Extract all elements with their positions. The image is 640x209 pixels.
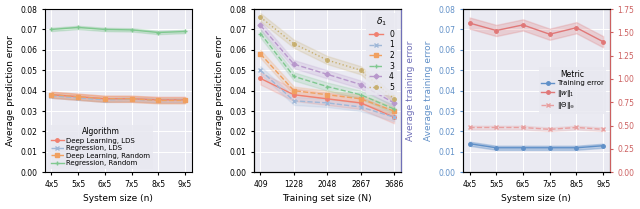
Deep Learning, Random xyxy=(47,93,55,96)
$\|\Theta\|_\infty$ xyxy=(599,128,607,131)
4 xyxy=(257,24,264,27)
Training error xyxy=(546,147,554,149)
Regression, LDS xyxy=(47,94,55,97)
Line: Regression, Random: Regression, Random xyxy=(49,25,188,35)
$\|\Theta\|_\infty$ xyxy=(546,128,554,131)
Legend: Deep Learning, LDS, Regression, LDS, Deep Learning, Random, Regression, Random: Deep Learning, LDS, Regression, LDS, Dee… xyxy=(48,125,153,169)
$\|w\|_1$ xyxy=(599,40,607,43)
$\|w\|_1$ xyxy=(466,22,474,24)
Deep Learning, LDS xyxy=(181,99,189,101)
Deep Learning, LDS xyxy=(101,98,109,100)
1 xyxy=(390,116,398,119)
1 xyxy=(357,106,365,108)
X-axis label: System size (n): System size (n) xyxy=(83,194,153,203)
4 xyxy=(357,83,365,86)
4 xyxy=(290,63,298,65)
Regression, Random xyxy=(181,30,189,33)
Regression, Random xyxy=(74,26,82,29)
$\|w\|_1$ xyxy=(573,27,580,29)
Deep Learning, Random xyxy=(101,98,109,100)
3 xyxy=(390,108,398,110)
$\|\Theta\|_\infty$ xyxy=(519,126,527,129)
Training error xyxy=(599,144,607,147)
$\|\Theta\|_\infty$ xyxy=(466,126,474,129)
$\|w\|_1$ xyxy=(519,24,527,26)
Y-axis label: Average training error: Average training error xyxy=(406,41,415,141)
0 xyxy=(390,116,398,119)
X-axis label: Training set size (N): Training set size (N) xyxy=(282,194,372,203)
2 xyxy=(390,110,398,112)
$\|w\|_1$ xyxy=(546,33,554,36)
Line: Deep Learning, Random: Deep Learning, Random xyxy=(50,93,187,102)
2 xyxy=(323,93,331,96)
Regression, Random xyxy=(154,31,162,34)
1 xyxy=(257,69,264,71)
3 xyxy=(323,85,331,88)
Line: 2: 2 xyxy=(259,52,396,113)
$\|\Theta\|_\infty$ xyxy=(492,126,500,129)
3 xyxy=(290,75,298,78)
Regression, Random xyxy=(101,28,109,31)
Line: Deep Learning, LDS: Deep Learning, LDS xyxy=(50,93,187,102)
5 xyxy=(357,69,365,71)
5 xyxy=(257,16,264,18)
Deep Learning, LDS xyxy=(74,96,82,98)
Legend: Training error, $\|w\|_1$, $\|\Theta\|_\infty$: Training error, $\|w\|_1$, $\|\Theta\|_\… xyxy=(539,67,606,114)
Training error xyxy=(519,147,527,149)
X-axis label: System size (n): System size (n) xyxy=(501,194,572,203)
Deep Learning, Random xyxy=(181,99,189,102)
0 xyxy=(257,77,264,80)
Regression, LDS xyxy=(181,99,189,102)
Deep Learning, LDS xyxy=(128,98,136,100)
Y-axis label: Average training error: Average training error xyxy=(424,41,433,141)
Line: Regression, LDS: Regression, LDS xyxy=(49,94,187,103)
1 xyxy=(290,100,298,102)
Line: 4: 4 xyxy=(259,24,396,105)
Regression, LDS xyxy=(128,98,136,101)
0 xyxy=(357,102,365,104)
4 xyxy=(390,102,398,104)
Line: $\|\Theta\|_\infty$: $\|\Theta\|_\infty$ xyxy=(467,125,605,131)
Y-axis label: Average prediction error: Average prediction error xyxy=(6,35,15,146)
Line: 0: 0 xyxy=(259,77,396,119)
0 xyxy=(323,98,331,100)
Line: $\|w\|_1$: $\|w\|_1$ xyxy=(468,21,605,43)
Regression, LDS xyxy=(101,99,109,101)
4 xyxy=(323,73,331,76)
Deep Learning, LDS xyxy=(47,93,55,96)
0 xyxy=(290,93,298,96)
Line: 1: 1 xyxy=(259,69,396,119)
$\|w\|_1$ xyxy=(492,29,500,32)
Deep Learning, LDS xyxy=(154,99,162,101)
Line: 3: 3 xyxy=(258,31,397,111)
5 xyxy=(290,42,298,45)
2 xyxy=(290,89,298,92)
Regression, LDS xyxy=(74,97,82,99)
3 xyxy=(357,93,365,96)
Training error xyxy=(573,147,580,149)
2 xyxy=(357,98,365,100)
$\|\Theta\|_\infty$ xyxy=(573,126,580,129)
Deep Learning, Random xyxy=(154,99,162,102)
Training error xyxy=(492,147,500,149)
Deep Learning, Random xyxy=(128,98,136,100)
Deep Learning, Random xyxy=(74,96,82,98)
1 xyxy=(323,102,331,104)
5 xyxy=(323,59,331,61)
2 xyxy=(257,53,264,55)
3 xyxy=(257,32,264,35)
Training error xyxy=(466,143,474,145)
Line: Training error: Training error xyxy=(468,142,605,149)
Y-axis label: Average prediction error: Average prediction error xyxy=(214,35,223,146)
Legend: 0, 1, 2, 3, 4, 5: 0, 1, 2, 3, 4, 5 xyxy=(366,13,397,95)
Regression, Random xyxy=(47,28,55,31)
Regression, LDS xyxy=(154,99,162,102)
5 xyxy=(390,98,398,100)
Line: 5: 5 xyxy=(259,15,396,101)
Regression, Random xyxy=(128,29,136,31)
